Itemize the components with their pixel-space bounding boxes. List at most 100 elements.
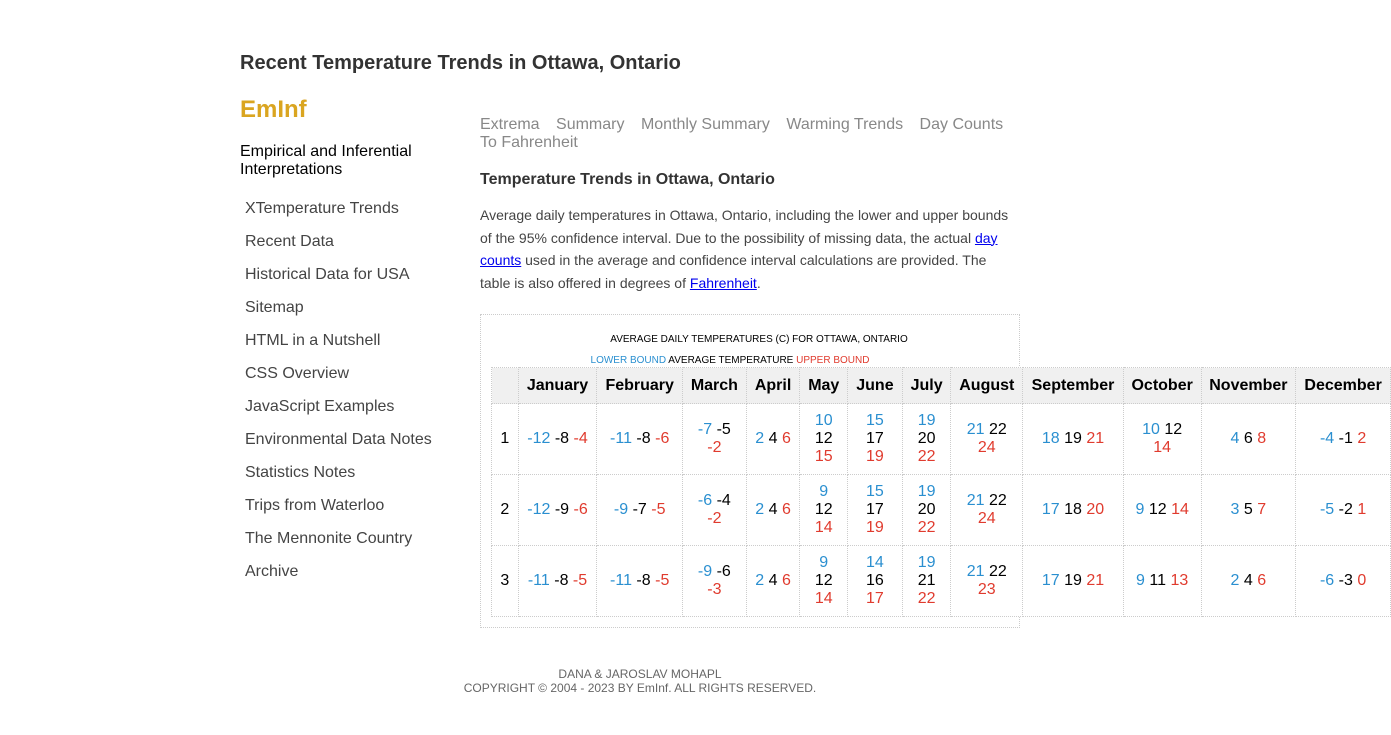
upper-bound-value: -5 — [572, 572, 588, 589]
table-row: 2 -12 -9 -6 -9 -7 -5 -6 -4 -2 2 4 6 9 12 14 15 17 1… — [491, 474, 1391, 546]
upper-bound-value: 15 — [814, 448, 833, 465]
temp-cell: -12 -9 -6 — [517, 474, 598, 546]
temp-cell: 9 12 14 — [799, 474, 849, 546]
upper-bound-value: 22 — [917, 519, 936, 536]
average-value: -9 — [554, 501, 570, 518]
month-header: December — [1295, 367, 1391, 404]
month-header: August — [950, 367, 1024, 404]
temp-cell: 2 4 6 — [745, 545, 801, 617]
sidebar-item-historical-data-usa[interactable]: Historical Data for USA — [245, 266, 410, 283]
lower-bound-value: -11 — [527, 572, 550, 589]
fahrenheit-link[interactable]: Fahrenheit — [689, 274, 757, 291]
temp-cell: -9 -7 -5 — [596, 474, 684, 546]
nav-monthly-summary[interactable]: Monthly Summary — [640, 116, 770, 133]
sidebar-item-statistics-notes[interactable]: Statistics Notes — [245, 464, 356, 481]
nav-day-counts[interactable]: Day Counts — [919, 116, 1004, 133]
upper-bound-value: 14 — [1153, 439, 1172, 456]
temp-cell: 9 12 14 — [1122, 474, 1202, 546]
temp-cell: -5 -2 1 — [1295, 474, 1391, 546]
sidebar-item-archive[interactable]: Archive — [245, 563, 299, 580]
upper-bound-value: 21 — [1086, 430, 1105, 447]
temp-cell: 19 21 22 — [901, 545, 952, 617]
average-value: -3 — [1338, 572, 1353, 589]
average-value: 12 — [814, 572, 833, 589]
lower-bound-value: 10 — [814, 412, 833, 429]
day-cell: 2 — [491, 474, 519, 546]
section-title: Temperature Trends in Ottawa, Ontario — [480, 171, 775, 188]
sidebar-item-trips-from-waterloo[interactable]: Trips from Waterloo — [245, 497, 385, 514]
nav-extrema[interactable]: Extrema — [480, 116, 540, 133]
temp-cell: 21 22 24 — [950, 403, 1024, 475]
sidebar-item-html-nutshell[interactable]: HTML in a Nutshell — [245, 332, 381, 349]
temp-cell: 4 6 8 — [1200, 403, 1297, 475]
day-counts-link[interactable]: day counts — [480, 229, 998, 269]
average-value: -6 — [716, 563, 731, 580]
lower-bound-value: 15 — [866, 483, 884, 500]
lower-bound-value: 14 — [866, 554, 884, 571]
lower-bound-value: 2 — [755, 572, 765, 589]
upper-bound-value: 6 — [781, 430, 791, 447]
nav-to-fahrenheit[interactable]: To Fahrenheit — [480, 134, 578, 151]
upper-bound-value: -2 — [707, 510, 722, 527]
sidebar-item-javascript-examples[interactable]: JavaScript Examples — [245, 398, 395, 415]
legend-average: AVERAGE TEMPERATURE — [666, 355, 797, 366]
upper-bound-value: 14 — [1171, 501, 1189, 518]
upper-bound-value: 14 — [814, 590, 833, 607]
footer-authors: DANA & JAROSLAV MOHAPL — [558, 667, 722, 681]
footer: DANA & JAROSLAV MOHAPL COPYRIGHT © 2004 … — [440, 667, 840, 695]
lower-bound-value: -7 — [697, 421, 713, 438]
sidebar-item-environmental-data-notes[interactable]: Environmental Data Notes — [245, 431, 432, 448]
upper-bound-value: 6 — [781, 572, 791, 589]
lower-bound-value: 15 — [866, 412, 884, 429]
upper-bound-value: -4 — [573, 430, 588, 447]
lower-bound-value: 19 — [917, 483, 936, 500]
lower-bound-value: 17 — [1041, 572, 1060, 589]
nav-summary[interactable]: Summary — [556, 116, 625, 133]
upper-bound-value: 23 — [977, 581, 996, 598]
upper-bound-value: 22 — [917, 590, 936, 607]
temp-cell: 2 4 6 — [745, 403, 801, 475]
upper-bound-value: 8 — [1257, 430, 1267, 447]
temp-cell: -6 -3 0 — [1295, 545, 1391, 617]
sidebar-item-sitemap[interactable]: Sitemap — [245, 299, 304, 316]
temp-cell: -9 -6 -3 — [682, 545, 747, 617]
average-value: -4 — [716, 492, 731, 509]
month-header: February — [596, 367, 684, 404]
upper-bound-value: -3 — [707, 581, 722, 598]
month-header: September — [1022, 367, 1124, 404]
lower-bound-value: 2 — [1230, 572, 1240, 589]
lower-bound-value: -9 — [613, 501, 629, 518]
average-value: 4 — [768, 430, 778, 447]
temp-cell: -11 -8 -6 — [596, 403, 684, 475]
lower-bound-value: -11 — [610, 572, 632, 589]
average-value: 4 — [768, 501, 778, 518]
lower-bound-value: 21 — [966, 421, 985, 438]
sidebar-item-mennonite-country[interactable]: The Mennonite Country — [245, 530, 413, 547]
temp-cell: 17 19 21 — [1022, 545, 1124, 617]
sidebar-item-xtemperature-trends[interactable]: XTemperature Trends — [245, 200, 399, 217]
average-value: 18 — [1064, 501, 1082, 518]
average-value: -8 — [554, 572, 569, 589]
lower-bound-value: -12 — [527, 430, 551, 447]
sidebar-nav: XTemperature Trends Recent Data Historic… — [245, 200, 432, 596]
brand-tagline: Empirical and Inferential Interpretation… — [240, 143, 412, 178]
lower-bound-value: -4 — [1319, 430, 1335, 447]
day-column-header — [491, 367, 519, 404]
sidebar-item-css-overview[interactable]: CSS Overview — [245, 365, 350, 382]
lower-bound-value: 10 — [1142, 421, 1160, 438]
nav-warming-trends[interactable]: Warming Trends — [786, 116, 904, 133]
intro-paragraph: Average daily temperatures in Ottawa, On… — [480, 204, 1020, 294]
table-header-row: January February March April May June Ju… — [491, 367, 1391, 404]
average-value: 4 — [768, 572, 778, 589]
average-value: 20 — [917, 430, 936, 447]
brand-logo[interactable]: EmInf — [240, 96, 307, 123]
upper-bound-value: 24 — [977, 439, 996, 456]
sidebar-item-recent-data[interactable]: Recent Data — [245, 233, 334, 250]
upper-bound-value: -5 — [655, 572, 670, 589]
upper-bound-value: 6 — [1257, 572, 1267, 589]
temp-cell: 19 20 22 — [901, 403, 952, 475]
temp-cell: -11 -8 -5 — [596, 545, 684, 617]
month-header: January — [517, 367, 598, 404]
lower-bound-value: 3 — [1230, 501, 1240, 518]
intro-text-3: . — [756, 274, 761, 291]
